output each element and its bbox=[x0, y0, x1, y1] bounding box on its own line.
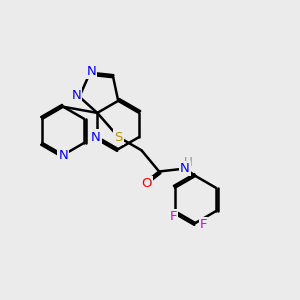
Text: N: N bbox=[58, 148, 68, 161]
Text: O: O bbox=[141, 177, 152, 190]
Text: N: N bbox=[71, 89, 81, 102]
Text: N: N bbox=[180, 162, 190, 175]
Text: N: N bbox=[91, 130, 101, 143]
Text: F: F bbox=[200, 218, 207, 231]
Text: F: F bbox=[170, 210, 177, 223]
Text: H: H bbox=[184, 156, 193, 169]
Text: N: N bbox=[87, 65, 96, 78]
Text: S: S bbox=[114, 130, 123, 143]
